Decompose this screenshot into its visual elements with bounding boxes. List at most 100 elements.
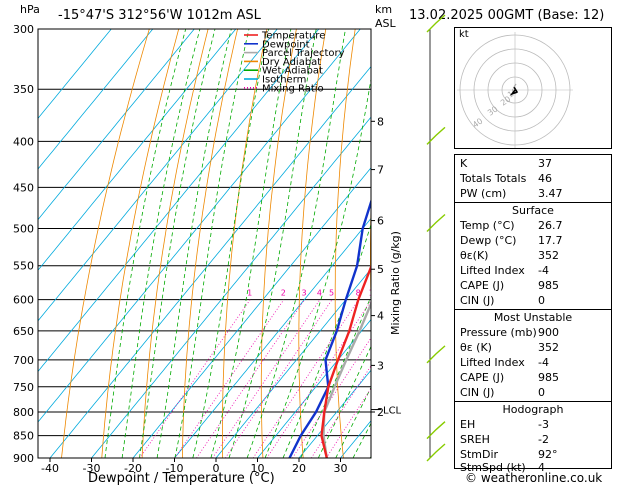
- x-tick-label: 30: [334, 462, 348, 475]
- pressure-tick-label: 700: [13, 354, 34, 367]
- index-value: -4: [538, 356, 549, 369]
- dry-adiabat-line: [620, 29, 629, 458]
- mixing-ratio-line: [292, 337, 371, 458]
- pressure-tick-label: 450: [13, 181, 34, 194]
- x-tick-label: -20: [124, 462, 142, 475]
- index-label: θε (K): [460, 341, 492, 354]
- x-tick-label: -40: [41, 462, 59, 475]
- mixing-ratio-label: 10: [369, 289, 379, 298]
- legend-label: Wet Adiabat: [262, 66, 323, 77]
- surface-row: θε(K) 352: [455, 248, 611, 263]
- most-unstable-row: CIN (J) 0: [455, 385, 611, 400]
- index-label: CIN (J): [460, 294, 495, 307]
- dry-adiabat-line: [369, 193, 371, 311]
- legend-label: Dry Adiabat: [262, 57, 321, 68]
- wind-barb: [429, 126, 446, 142]
- surface-section-title: Surface: [512, 204, 554, 217]
- mixing-ratio-line: [325, 387, 371, 458]
- dry-adiabat-line: [141, 29, 209, 458]
- pressure-tick-label: 650: [13, 325, 34, 338]
- index-label: PW (cm): [460, 187, 507, 200]
- index-value: 985: [538, 371, 559, 384]
- index-label: EH: [460, 418, 476, 431]
- index-label: θε(K): [460, 249, 489, 262]
- height-tick-label: 8: [377, 115, 384, 128]
- wind-barb: [429, 345, 446, 361]
- index-value: 352: [538, 249, 559, 262]
- station-location: -15°47'S 312°56'W 1012m ASL: [58, 8, 261, 23]
- hodograph-trace-upper: [513, 83, 517, 88]
- height-tick-label: 6: [377, 215, 384, 228]
- wet-adiabat-line: [210, 29, 292, 458]
- x-tick-label: 20: [292, 462, 306, 475]
- index-row-k: K 37: [455, 156, 611, 171]
- hodograph-row: StmSpd (kt) 4: [455, 461, 611, 474]
- mixing-ratio-line: [310, 365, 371, 458]
- plot-frame: [37, 28, 372, 459]
- mixing-ratio-line: [174, 299, 285, 458]
- wet-adiabat-line: [264, 76, 371, 458]
- index-label: CAPE (J): [460, 371, 505, 384]
- index-label: Lifted Index: [460, 356, 525, 369]
- index-value: -2: [538, 433, 549, 446]
- site-credit: © weatheronline.co.uk: [465, 471, 603, 485]
- hodograph-ring-label: 40: [471, 116, 485, 129]
- plot-area: 12345810152025: [38, 29, 629, 458]
- wind-barb-tick: [426, 435, 431, 440]
- mixing-ratio-axis-label: Mixing Ratio (g/kg): [389, 231, 402, 335]
- mixing-ratio-line: [212, 299, 321, 458]
- index-value: 900: [538, 326, 559, 339]
- pressure-tick-label: 600: [13, 294, 34, 307]
- index-label: CAPE (J): [460, 279, 505, 292]
- wind-barb-tick: [426, 457, 431, 462]
- dry-adiabat-line: [181, 29, 238, 458]
- wet-adiabat-line: [228, 29, 317, 458]
- most-unstable-row: θε (K) 352: [455, 340, 611, 355]
- dry-adiabat-line: [405, 29, 425, 458]
- legend-label: Dewpoint: [262, 39, 310, 50]
- dry-adiabat-line: [101, 29, 180, 458]
- index-label: Lifted Index: [460, 264, 525, 277]
- wind-barb: [429, 421, 446, 437]
- hodograph-row: EH -3: [455, 417, 611, 432]
- surface-row: CAPE (J) 985: [455, 278, 611, 293]
- legend-label: Temperature: [261, 31, 325, 42]
- mixing-ratio-label: 1: [247, 289, 252, 298]
- height-tick-label: 5: [377, 263, 384, 276]
- hodograph-unit: kt: [459, 29, 469, 40]
- x-tick-label: 0: [213, 462, 220, 475]
- asl-unit-label: ASL: [375, 17, 396, 30]
- index-label: SREH: [460, 433, 490, 446]
- dry-adiabat-line: [221, 29, 268, 458]
- pressure-tick-label: 350: [13, 83, 34, 96]
- index-label: Dewp (°C): [460, 234, 517, 247]
- most-unstable-row: Lifted Index -4: [455, 355, 611, 370]
- isotherm-line: [38, 29, 237, 271]
- isotherm-line: [174, 217, 371, 458]
- wind-barb: [429, 14, 446, 30]
- mixing-ratio-line: [139, 299, 251, 458]
- most-unstable-row: Pressure (mb) 900: [455, 325, 611, 340]
- index-label: K: [460, 157, 468, 170]
- isotherm-line: [91, 116, 371, 458]
- legend-label: Parcel Trajectory: [262, 48, 345, 59]
- isotherm-line: [298, 369, 371, 458]
- wet-adiabat-line: [156, 29, 232, 458]
- wet-adiabat-line: [121, 29, 201, 458]
- x-tick-label: -10: [166, 462, 184, 475]
- x-axis-label: Dewpoint / Temperature (°C): [88, 471, 275, 486]
- wet-adiabat-line: [317, 345, 371, 458]
- index-value: 4: [538, 461, 545, 474]
- index-value: -3: [538, 418, 549, 431]
- x-tick-label: 10: [251, 462, 265, 475]
- dry-adiabat-line: [298, 29, 327, 458]
- legend-label: Isotherm: [262, 75, 306, 86]
- dry-adiabat-line: [61, 29, 150, 458]
- index-row-totals: Totals Totals 46: [455, 171, 611, 186]
- index-value: -4: [538, 264, 549, 277]
- isotherm-line: [38, 29, 195, 221]
- isotherm-line: [257, 318, 371, 458]
- index-value: 46: [538, 172, 552, 185]
